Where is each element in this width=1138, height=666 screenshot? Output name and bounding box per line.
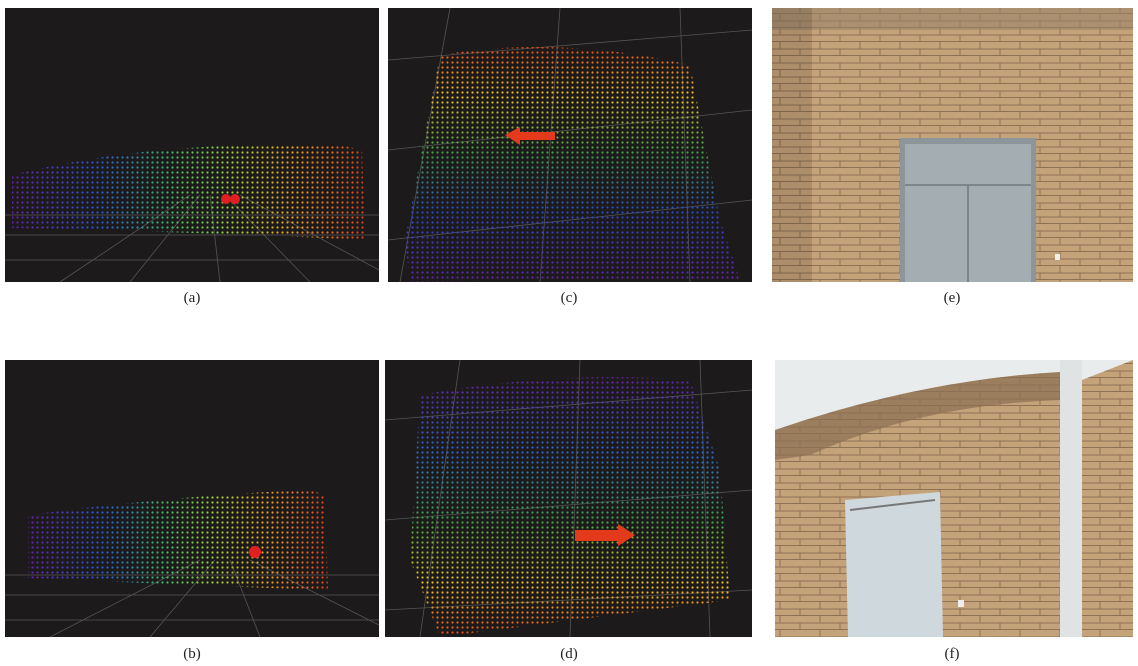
- pillar: [1060, 360, 1082, 637]
- caption: (f): [945, 646, 960, 662]
- point-cloud: [405, 47, 740, 282]
- panel-b: (b): [5, 360, 379, 662]
- side-wall: [1082, 360, 1133, 637]
- caption: (a): [184, 290, 201, 306]
- caption: (c): [561, 290, 578, 306]
- robot: [221, 194, 231, 204]
- robot: [230, 194, 240, 204]
- switch: [1055, 254, 1060, 260]
- robot: [249, 546, 261, 558]
- panel-f: (f): [775, 360, 1133, 662]
- shadow: [772, 8, 812, 282]
- ceiling: [772, 8, 1133, 30]
- page: Figure panels {"captions": ["(a)", "(b)"…: [0, 0, 1138, 666]
- caption: (b): [183, 646, 201, 662]
- panel-d: (d): [385, 360, 752, 662]
- switch: [958, 600, 964, 607]
- figure: (a) (c) (e) (b) (d): [0, 0, 1138, 666]
- panel-a: (a): [5, 8, 379, 306]
- door: [845, 492, 943, 637]
- body: (a) (c) (e) (b) (d): [0, 0, 1138, 666]
- point-cloud: [410, 377, 730, 637]
- panel-c: (c): [388, 8, 752, 306]
- caption: (d): [560, 646, 578, 662]
- panel-e: (e): [772, 8, 1133, 306]
- caption: (e): [944, 290, 961, 306]
